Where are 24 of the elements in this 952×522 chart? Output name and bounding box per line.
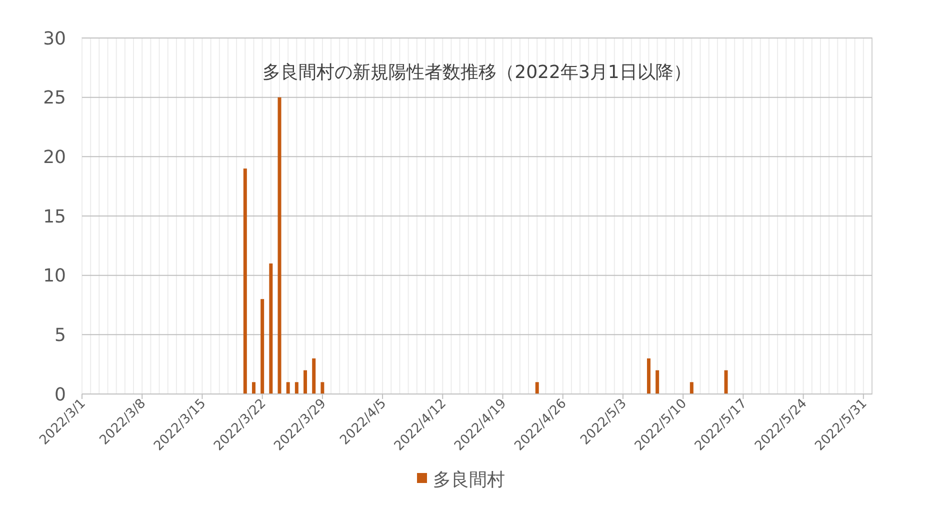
y-tick-label: 0	[54, 384, 66, 406]
bar	[243, 168, 247, 394]
bar	[286, 382, 290, 394]
text: 多良間村の新規陽性者数推移（2022年3月1日以降）	[262, 62, 692, 83]
y-tick-label: 20	[43, 146, 66, 168]
bar	[252, 382, 256, 394]
bar	[260, 299, 264, 394]
y-tick-label: 10	[43, 266, 66, 287]
y-tick-label: 5	[54, 324, 66, 346]
bar	[278, 97, 282, 394]
bar	[312, 358, 316, 394]
bar	[656, 370, 660, 394]
bar	[535, 382, 539, 394]
bar	[646, 358, 650, 394]
bar	[320, 382, 324, 394]
bar	[304, 370, 308, 394]
bar	[294, 382, 298, 394]
bar	[269, 263, 273, 394]
y-tick-label: 15	[43, 206, 66, 228]
y-tick-label: 30	[43, 28, 66, 50]
bar	[690, 382, 694, 394]
y-tick-label: 25	[43, 88, 66, 109]
bar	[724, 370, 728, 394]
legend-label: 多良間村	[433, 469, 505, 490]
